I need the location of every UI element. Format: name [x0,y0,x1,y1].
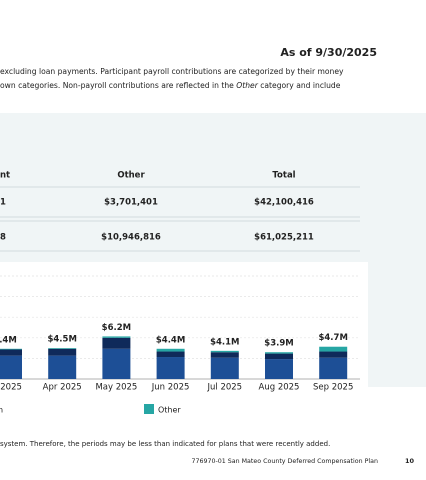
bar-segment [0,355,22,379]
bar-segment [319,351,348,358]
table-header: Other [117,171,145,181]
bar-segment [48,348,77,349]
intro-line: excluding loan payments. Participant pay… [0,67,344,76]
bar-segment [102,337,131,349]
bar-segment [48,355,77,379]
chart: .4M r 2025 $4.5M Apr 2025 $6.2M May 2025 $4.4M… [0,275,360,415]
bar-segment [102,336,131,338]
bar-segment [265,353,293,360]
bar-segment [48,348,77,356]
text: Other [236,81,258,90]
bar-segment [265,352,293,354]
table-cell: 1 [0,198,6,208]
footer-plan: 776970-01 San Mateo County Deferred Comp… [191,458,378,465]
page-number: 10 [405,457,415,465]
table-cell: $61,025,211 [254,233,314,243]
bar-segment [102,348,131,379]
x-tick-label: Jul 2025 [207,383,243,393]
data-label: .4M [0,335,17,345]
x-tick-label: r 2025 [0,383,22,393]
legend-label: n [0,406,3,415]
bar-segment [210,352,239,358]
x-tick-label: Aug 2025 [259,383,300,393]
x-tick-label: May 2025 [95,383,137,393]
bar-segment [210,357,239,379]
legend-swatch [144,404,154,414]
table-cell: $3,701,401 [104,198,158,208]
bar-segment [0,348,22,350]
bar-segment [156,351,185,358]
table-cell: 8 [0,233,6,243]
bar-segment [210,350,239,353]
intro-line: own categories. Non-payroll contribution… [0,81,341,90]
data-label: $4.1M [210,337,239,347]
bar-segment [265,359,293,379]
data-label: $4.7M [318,333,347,343]
bar-segment [0,349,22,356]
data-label: $3.9M [264,339,293,349]
bar-segment [319,357,348,379]
x-tick-label: Sep 2025 [313,383,353,393]
bar-segment [156,348,185,352]
table: nt Other Total 1 $3,701,401 $42,100,416 8 $10,9… [0,171,360,252]
bar-segment [156,357,185,379]
table-header: nt [0,171,10,181]
text: own categories. Non-payroll contribution… [0,81,236,90]
text: category and include [258,81,341,90]
table-header: Total [272,171,295,181]
table-cell: $10,946,816 [101,233,161,243]
data-label: $4.4M [156,335,185,345]
data-label: $6.2M [102,323,131,333]
footnote: system. Therefore, the periods may be le… [0,440,330,448]
legend-label: Other [158,406,181,415]
as-of: As of 9/30/2025 [280,46,377,59]
data-label: $4.5M [47,335,76,345]
bar-segment [319,346,348,352]
x-tick-label: Jun 2025 [151,383,190,393]
table-cell: $42,100,416 [254,198,314,208]
x-tick-label: Apr 2025 [43,383,82,393]
